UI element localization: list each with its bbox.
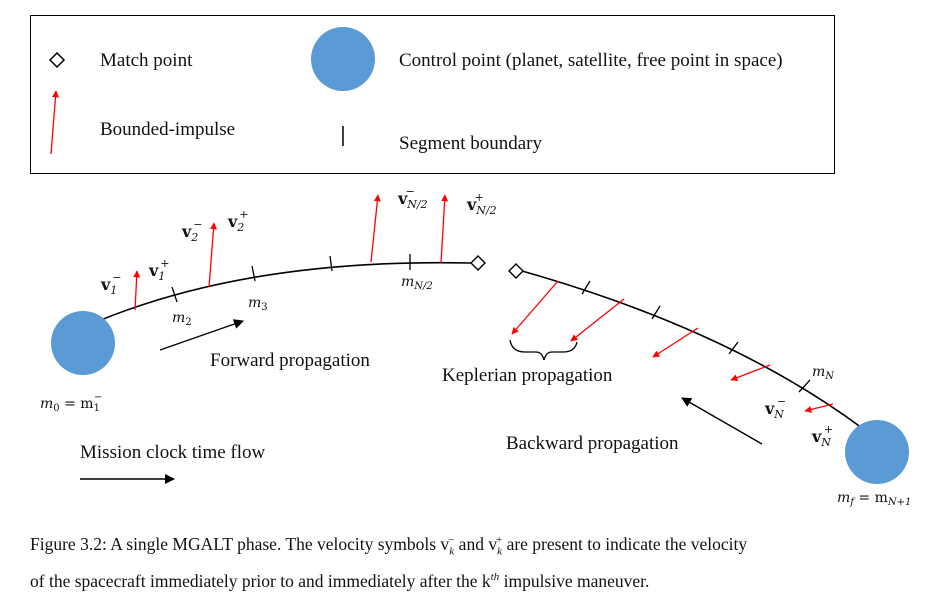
impulse-2-arrow (208, 222, 217, 288)
segment-boundary-tick (651, 305, 661, 320)
legend-control-point-label: Control point (planet, satellite, free p… (399, 50, 783, 71)
segment-boundary-tick (329, 255, 333, 272)
velocity-label-vn2-plus: vN/2+ (466, 191, 497, 217)
velocity-label-vn-minus: vN− (764, 395, 786, 421)
legend-bounded-impulse-label: Bounded-impulse (100, 119, 235, 140)
mass-label-m3: m3 (248, 295, 268, 313)
velocity-label-v2-plus: v2+ (227, 208, 249, 234)
impulse-back-4-arrow (730, 364, 771, 382)
impulse-back-5-arrow (804, 403, 834, 413)
bounded-impulse-icon (50, 90, 59, 155)
mgalt-phase-diagram: Match point Control point (planet, satel… (30, 15, 911, 508)
caption-line-1: Figure 3.2: A single MGALT phase. The ve… (30, 533, 748, 558)
velocity-label-vn-plus: vN+ (811, 423, 833, 449)
backward-propagation-label: Backward propagation (506, 433, 679, 454)
caption-line-2: of the spacecraft immediately prior to a… (30, 571, 650, 592)
impulse-back-1-arrow (511, 280, 559, 335)
mass-label-mn2: mN/2 (401, 274, 433, 292)
segment-boundary-tick (581, 280, 591, 295)
segment-boundary-tick (171, 286, 178, 303)
segment-boundary-tick (728, 341, 739, 355)
control-point-icon (311, 27, 375, 91)
legend-segment-boundary-label: Segment boundary (399, 133, 543, 154)
backward-trajectory-arc (521, 270, 863, 429)
keplerian-propagation-label: Keplerian propagation (442, 365, 613, 386)
velocity-label-vn2-minus: vN/2− (397, 185, 428, 211)
figure-caption: Figure 3.2: A single MGALT phase. The ve… (30, 527, 930, 594)
keplerian-brace (509, 339, 578, 361)
control-point-end-icon (845, 420, 909, 484)
mass-label-mf: mf = mN+1 (837, 490, 911, 508)
match-point-icon (48, 51, 66, 69)
velocity-label-v1-minus: v1− (100, 271, 122, 297)
legend-match-point-label: Match point (100, 50, 193, 71)
control-point-start-icon (51, 311, 115, 375)
forward-direction-arrow (159, 319, 244, 351)
impulse-1-arrow (133, 270, 141, 311)
forward-segment-boundaries (171, 254, 411, 303)
impulse-n2-minus-arrow (370, 194, 381, 263)
mass-label-m0: m0 = m1− (40, 392, 102, 414)
mission-clock-label: Mission clock time flow (80, 442, 266, 463)
impulse-back-3-arrow (652, 327, 699, 358)
impulse-n2-plus-arrow (440, 194, 449, 264)
forward-propagation-label: Forward propagation (210, 350, 370, 371)
velocity-label-v1-plus: v1+ (148, 257, 170, 283)
mass-label-m2: m2 (172, 310, 192, 328)
backward-impulses (511, 280, 834, 413)
velocity-label-v2-minus: v2− (181, 218, 203, 244)
backward-segment-boundaries (581, 280, 811, 393)
segment-boundary-tick (798, 379, 811, 393)
forward-impulses (133, 194, 449, 311)
backward-direction-arrow (681, 397, 763, 445)
impulse-back-2-arrow (570, 298, 625, 342)
mass-label-mn: mN (812, 364, 835, 382)
legend-box: Match point Control point (planet, satel… (30, 15, 835, 174)
segment-boundary-tick (251, 265, 256, 282)
forward-trajectory-arc (95, 261, 472, 323)
match-point-backward-icon (508, 263, 524, 279)
match-point-forward-icon (470, 255, 486, 271)
